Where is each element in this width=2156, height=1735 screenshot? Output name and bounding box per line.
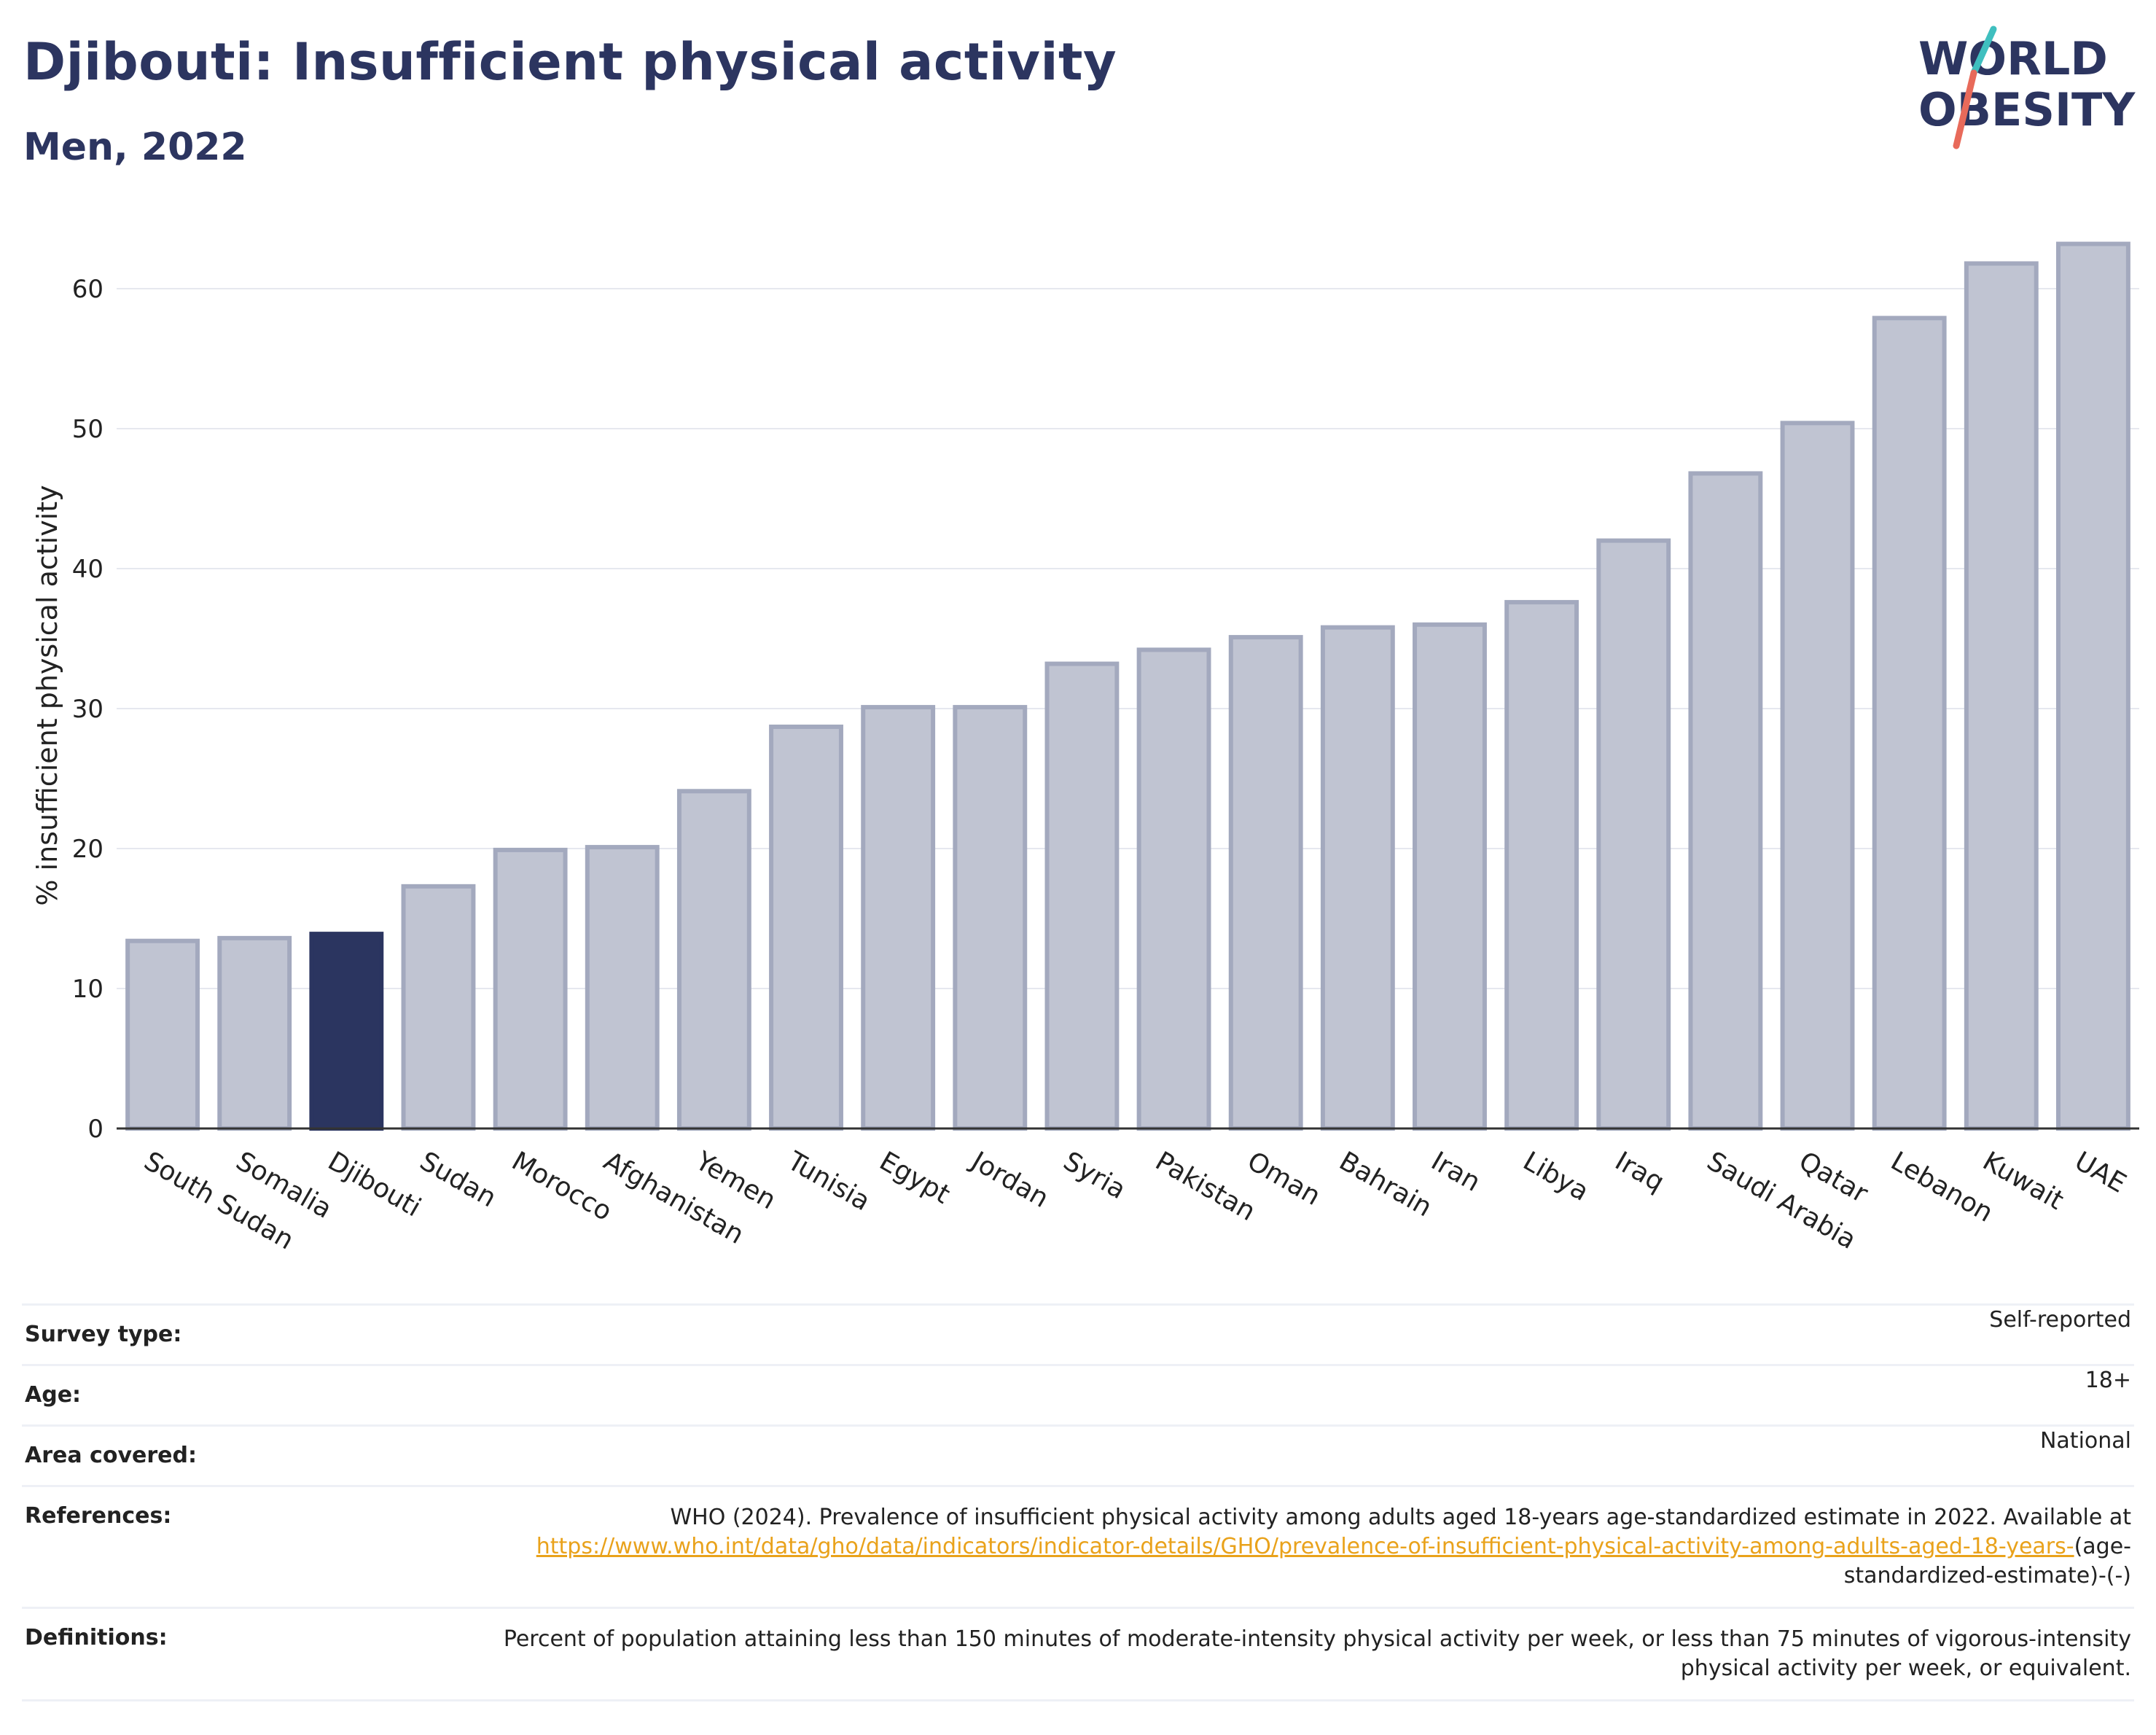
bar-lebanon: [1872, 316, 1947, 1131]
survey-type-value: Self-reported: [465, 1303, 2134, 1366]
bar-yemen: [676, 789, 751, 1131]
x-tick-label: UAE: [2069, 1146, 2130, 1198]
bar-qatar: [1780, 421, 1855, 1131]
bar-jordan: [953, 705, 1028, 1131]
references-label: References:: [22, 1486, 465, 1609]
y-tick-label: 0: [87, 1115, 103, 1144]
y-tick-label: 50: [72, 415, 103, 444]
area-label: Area covered:: [22, 1425, 465, 1487]
bar-uae: [2056, 241, 2130, 1131]
bar-south-sudan: [125, 938, 200, 1131]
bar-iran: [1413, 622, 1487, 1131]
info-table: Survey type: Self-reported Age: 18+ Area…: [22, 1303, 2134, 1701]
bar-morocco: [493, 847, 568, 1131]
bar-pakistan: [1136, 647, 1211, 1131]
logo-line2: OBESITY: [1918, 83, 2136, 136]
chart-title: Djibouti: Insufficient physical activity: [23, 32, 1117, 92]
x-tick-label: Syria: [1058, 1146, 1130, 1205]
definitions-value: Percent of population attaining less tha…: [465, 1607, 2134, 1701]
logo-coral-stroke: [1953, 69, 1977, 149]
bar-tunisia: [769, 724, 843, 1131]
area-value: National: [465, 1425, 2134, 1487]
bar-libya: [1504, 600, 1579, 1131]
info-row-references: References: WHO (2024). Prevalence of in…: [22, 1486, 2134, 1609]
info-row-definitions: Definitions: Percent of population attai…: [22, 1607, 2134, 1701]
x-tick-label: Sudan: [415, 1146, 501, 1213]
x-tick-label: Libya: [1518, 1146, 1594, 1207]
bar-sudan: [401, 884, 476, 1131]
y-axis-ticks: 0 10 20 30 40 50 60: [72, 275, 103, 1144]
y-tick-label: 20: [72, 835, 103, 864]
x-tick-label: Bahrain: [1334, 1146, 1437, 1223]
bar-kuwait: [1964, 261, 2039, 1131]
logo-line1: WORLD: [1918, 32, 2108, 85]
bar-oman: [1228, 635, 1303, 1131]
chart-subtitle: Men, 2022: [23, 125, 247, 169]
bar-syria: [1044, 661, 1120, 1131]
references-link[interactable]: https://www.who.int/data/gho/data/indica…: [536, 1534, 2074, 1559]
info-row-age: Age: 18+: [22, 1365, 2134, 1427]
x-tick-label: Pakistan: [1150, 1146, 1260, 1227]
bar-iraq: [1596, 538, 1671, 1131]
x-tick-label: Morocco: [507, 1146, 617, 1227]
x-tick-label: Egypt: [875, 1146, 955, 1209]
info-row-survey-type: Survey type: Self-reported: [22, 1303, 2134, 1366]
x-tick-label: Iraq: [1610, 1146, 1669, 1198]
bar-somalia: [217, 935, 292, 1131]
bar-chart: 0 10 20 30 40 50 60 South SudanSomaliaDjibouti…: [31, 241, 2139, 1256]
y-tick-label: 10: [72, 975, 103, 1004]
x-tick-label: Lebanon: [1886, 1146, 1998, 1228]
y-tick-label: 40: [72, 555, 103, 584]
bar-egypt: [861, 705, 936, 1131]
definitions-label: Definitions:: [22, 1607, 465, 1701]
x-tick-label: Djibouti: [323, 1146, 426, 1223]
bar-saudi-arabia: [1688, 471, 1763, 1131]
survey-type-label: Survey type:: [22, 1303, 465, 1366]
bar-afghanistan: [585, 845, 660, 1131]
y-tick-label: 30: [72, 695, 103, 724]
x-tick-label: Iran: [1426, 1146, 1485, 1198]
y-tick-label: 60: [72, 275, 103, 304]
x-tick-label: Tunisia: [782, 1146, 875, 1217]
age-label: Age:: [22, 1365, 465, 1427]
bar-bahrain: [1320, 625, 1395, 1131]
x-tick-label: Jordan: [965, 1145, 1053, 1214]
y-axis-label: % insufficient physical activity: [31, 485, 63, 905]
age-value: 18+: [465, 1365, 2134, 1427]
info-row-area: Area covered: National: [22, 1425, 2134, 1487]
references-suffix: (age-standardized-estimate)-(-): [1843, 1534, 2131, 1588]
world-obesity-logo: WORLD OBESITY: [1918, 26, 2136, 149]
references-value: WHO (2024). Prevalence of insufficient p…: [465, 1486, 2134, 1609]
bar-djibouti: [309, 932, 384, 1131]
references-text: WHO (2024). Prevalence of insufficient p…: [670, 1505, 2131, 1530]
bars: [125, 241, 2130, 1131]
logo-teal-stroke: [1970, 26, 1997, 77]
